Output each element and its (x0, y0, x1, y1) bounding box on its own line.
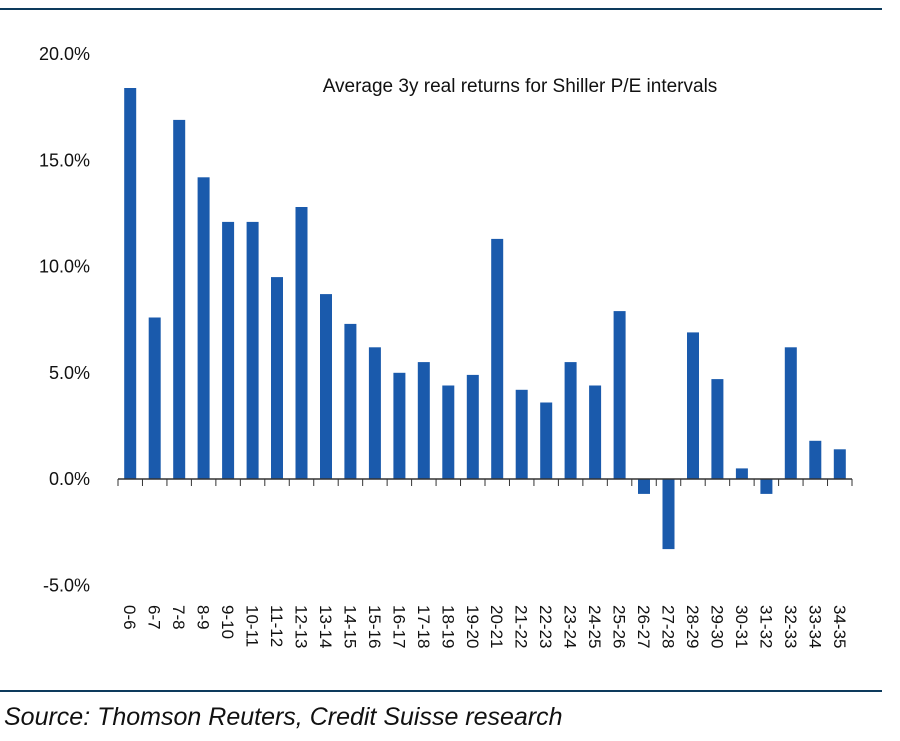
bar-11-12 (271, 277, 283, 479)
x-tick-label: 31-32 (756, 605, 775, 648)
bar-29-30 (711, 379, 724, 479)
bar-18-19 (442, 385, 455, 479)
x-tick-label: 16-17 (389, 605, 408, 648)
bar-28-29 (687, 332, 699, 479)
bar-26-27 (638, 479, 650, 494)
x-tick-label: 18-19 (438, 605, 457, 648)
y-tick-label: -5.0% (43, 575, 90, 595)
x-tick-label: 32-33 (781, 605, 800, 648)
bar-20-21 (491, 238, 504, 479)
x-tick-label: 14-15 (340, 605, 359, 648)
bar-9-10 (222, 221, 235, 479)
x-tick-label: 28-29 (683, 605, 702, 648)
x-tick-label: 23-24 (561, 605, 580, 648)
x-tick-label: 8-9 (194, 605, 213, 630)
bar-33-34 (809, 440, 822, 480)
bar-0-6 (124, 88, 137, 479)
x-tick-label: 22-23 (536, 605, 555, 648)
x-tick-label: 6-7 (145, 605, 164, 630)
x-tick-label: 25-26 (610, 605, 629, 648)
bar-21-22 (515, 389, 528, 480)
bar-8-9 (197, 177, 210, 480)
x-tick-label: 19-20 (463, 605, 482, 648)
bar-32-33 (784, 347, 797, 480)
bar-30-31 (735, 468, 748, 479)
source-note: Source: Thomson Reuters, Credit Suisse r… (4, 703, 563, 731)
x-tick-label: 0-6 (120, 605, 139, 630)
chart-title: Average 3y real returns for Shiller P/E … (323, 76, 718, 97)
bar-15-16 (368, 347, 381, 480)
x-tick-label: 13-14 (316, 605, 335, 648)
x-tick-label: 34-35 (830, 605, 849, 648)
y-tick-label: 10.0% (39, 257, 90, 277)
bar-chart: Average 3y real returns for Shiller P/E … (39, 44, 853, 648)
bar-10-11 (246, 221, 259, 479)
bar-7-8 (173, 119, 186, 480)
bar-17-18 (417, 362, 430, 479)
bar-12-13 (295, 207, 308, 479)
bar-6-7 (148, 317, 161, 479)
x-tick-label: 29-30 (707, 605, 726, 648)
bar-13-14 (320, 294, 332, 479)
bar-22-23 (540, 402, 553, 479)
bar-19-20 (466, 374, 479, 479)
y-tick-label: 0.0% (49, 469, 90, 489)
x-tick-label: 7-8 (169, 605, 188, 630)
bar-27-28 (662, 479, 675, 550)
x-tick-label: 20-21 (487, 605, 506, 648)
x-tick-label: 12-13 (292, 605, 311, 648)
x-tick-label: 30-31 (732, 605, 751, 648)
x-tick-label: 21-22 (512, 605, 531, 648)
x-tick-label: 9-10 (218, 605, 237, 639)
bar-16-17 (393, 372, 406, 480)
bar-31-32 (760, 479, 773, 494)
x-tick-label: 10-11 (243, 605, 262, 647)
bar-25-26 (613, 311, 626, 479)
x-axis: 0-6 6-7 7-8 8-9 9-10 10-11 11-12 12-13 13-14 14-1… (117, 478, 853, 648)
y-tick-label: 20.0% (39, 44, 90, 64)
x-tick-label: 33-34 (805, 605, 824, 648)
bottom-rule (0, 690, 882, 692)
y-axis: -5.0% 0.0% 5.0% 10.0% 15.0% 20.0% (39, 44, 90, 595)
top-rule (0, 8, 882, 10)
x-tick-label: 17-18 (414, 605, 433, 648)
bar-23-24 (564, 362, 577, 479)
bar-24-25 (589, 385, 602, 479)
bars-group (124, 88, 846, 550)
bar-34-35 (833, 449, 846, 479)
y-tick-label: 15.0% (39, 150, 90, 170)
bar-14-15 (344, 323, 357, 479)
x-tick-label: 15-16 (365, 605, 384, 648)
x-tick-label: 26-27 (634, 605, 653, 648)
y-tick-label: 5.0% (49, 363, 90, 383)
x-tick-label: 27-28 (659, 605, 678, 648)
x-tick-label: 11-12 (267, 605, 286, 647)
x-tick-label: 24-25 (585, 605, 604, 648)
